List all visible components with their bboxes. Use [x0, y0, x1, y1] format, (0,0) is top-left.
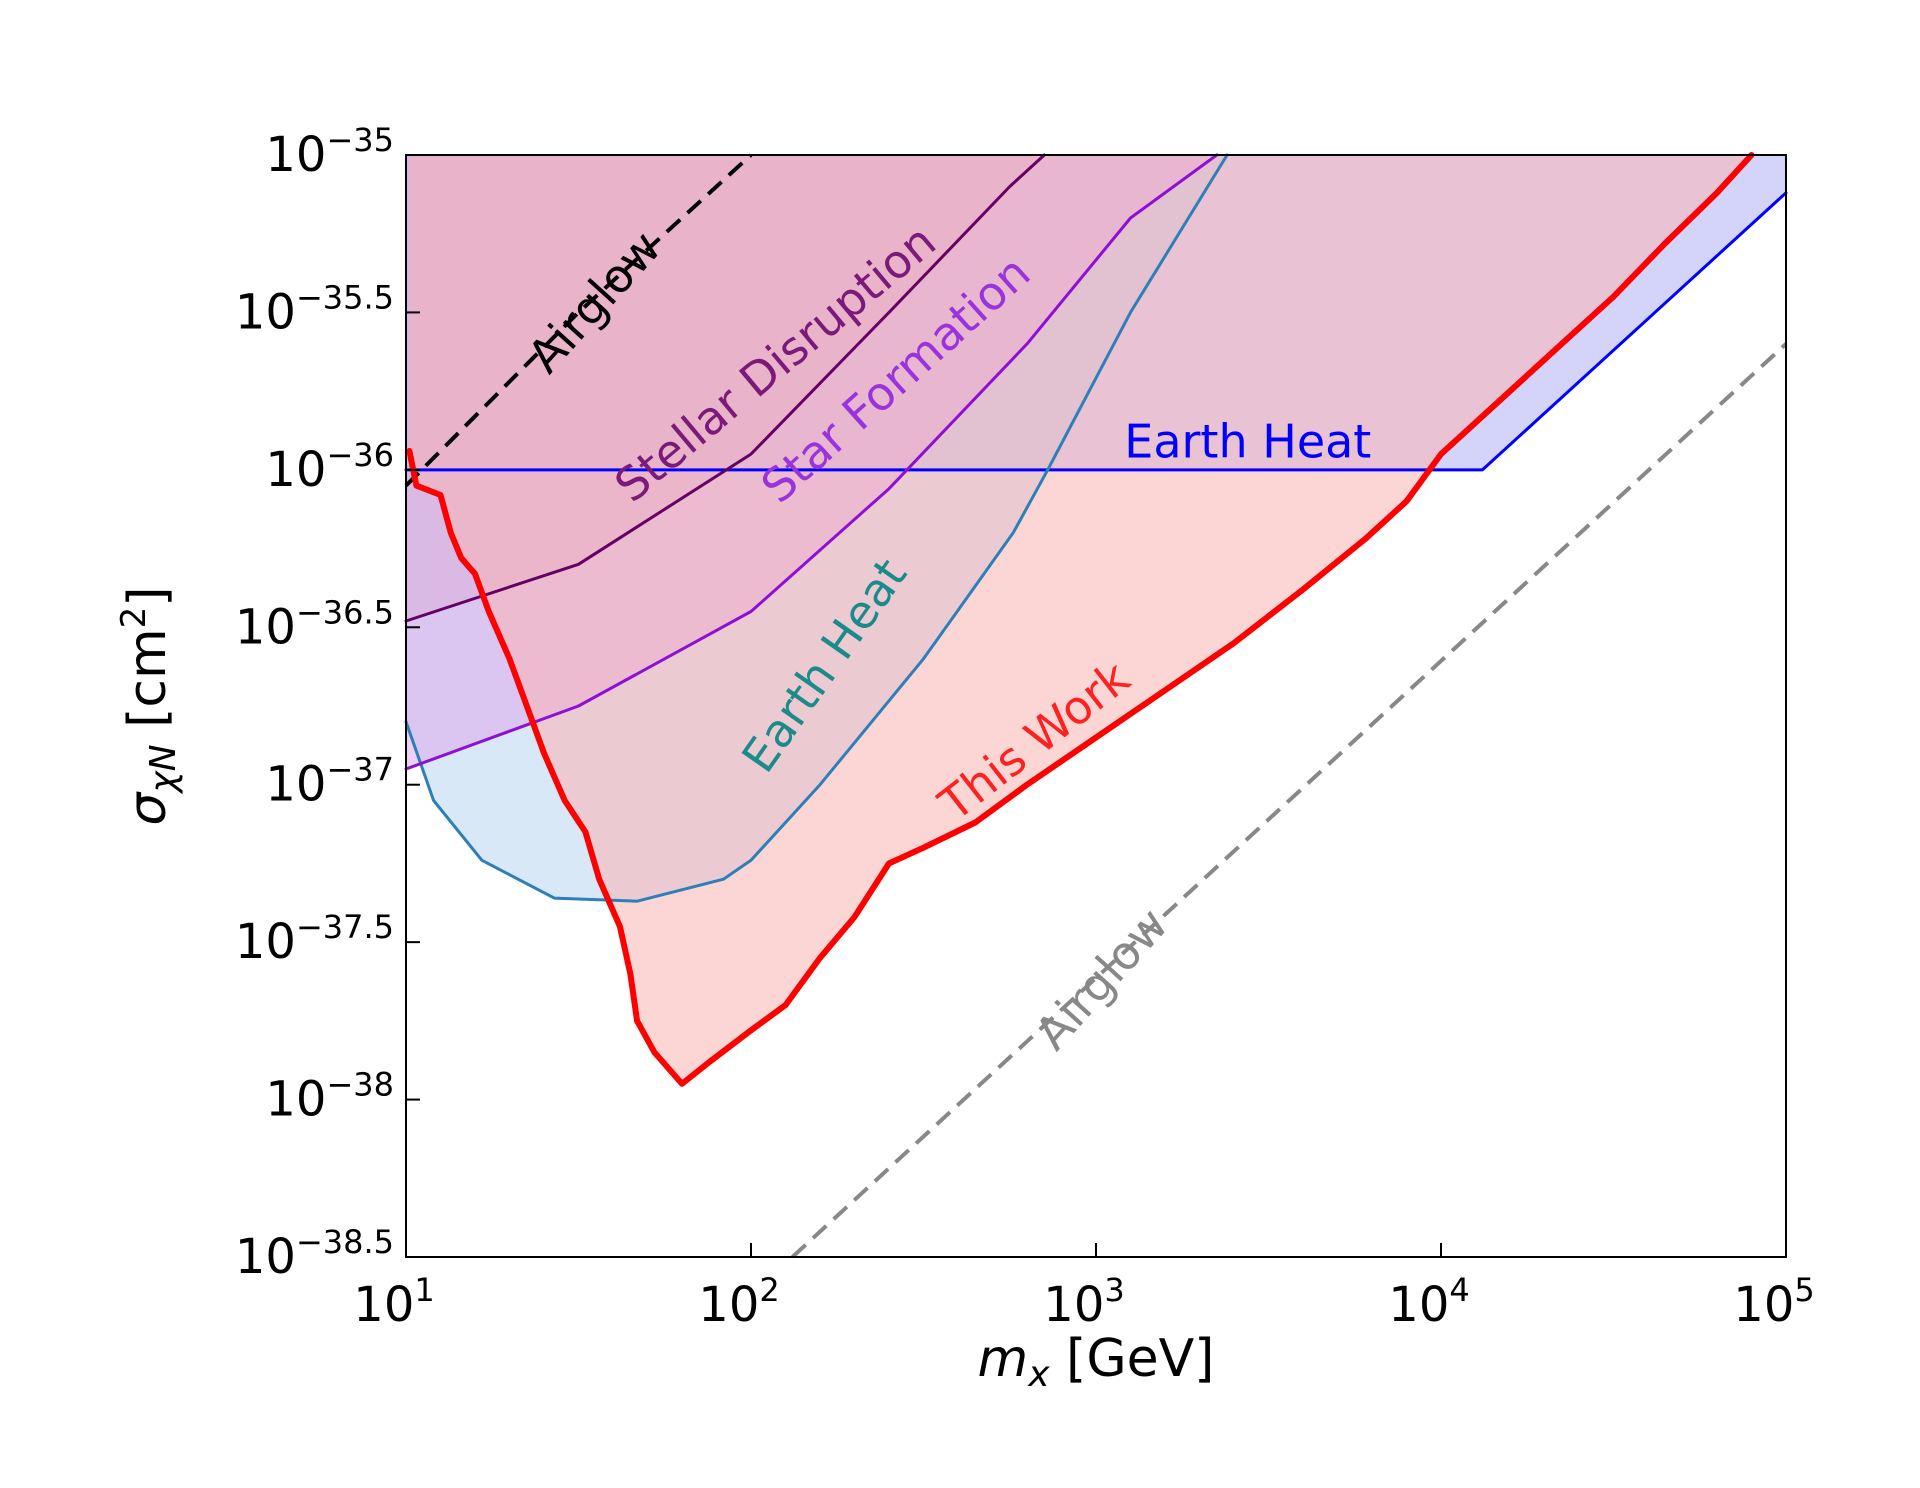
y-tick-base: 10	[265, 1072, 326, 1128]
y-axis-label: σχN [cm2]	[114, 586, 184, 825]
series-line-1	[404, 153, 1229, 903]
y-tick-exp: −36.5	[296, 593, 394, 631]
series-line-0	[404, 191, 1788, 472]
y-tick-label: 10−35	[265, 121, 394, 183]
y-tick-label: 10−38	[265, 1066, 394, 1128]
x-tick-label: 103	[1043, 1271, 1124, 1333]
x-tick-label: 101	[353, 1271, 434, 1333]
y-tick-label: 10−36	[265, 436, 394, 498]
x-tick-exp: 1	[414, 1271, 434, 1309]
x-axis-label: mx [GeV]	[978, 1329, 1215, 1395]
series-line-2	[404, 153, 1219, 771]
y-tick-base: 10	[235, 1229, 296, 1285]
series-line-6	[791, 342, 1788, 1259]
y-tick-exp: −36	[326, 436, 394, 474]
x-tick-base: 10	[1388, 1277, 1449, 1333]
y-axis-label-sup: 2	[114, 607, 154, 629]
x-tick-exp: 2	[759, 1271, 779, 1309]
y-axis-label-close: ]	[118, 586, 178, 606]
y-tick-base: 10	[265, 127, 326, 183]
y-tick-exp: −37	[326, 751, 394, 789]
x-tick-base: 10	[1043, 1277, 1104, 1333]
y-tick-label: 10−37	[265, 751, 394, 813]
y-tick-base: 10	[265, 757, 326, 813]
y-tick-exp: −38	[326, 1066, 394, 1104]
y-axis-label-main: σ	[118, 791, 178, 826]
y-tick-base: 10	[235, 284, 296, 340]
x-tick-label: 104	[1388, 1271, 1469, 1333]
region-fills	[406, 155, 1786, 1084]
y-tick-label: 10−38.5	[235, 1223, 394, 1285]
x-tick-base: 10	[353, 1277, 414, 1333]
y-axis-label-unit: [cm	[118, 628, 178, 744]
y-tick-label: 10−35.5	[235, 278, 394, 340]
annotation-label-6: Airglow	[1024, 897, 1178, 1060]
series-fill-5	[409, 155, 1752, 1084]
y-tick-base: 10	[235, 599, 296, 655]
x-axis-label-unit: [GeV]	[1050, 1329, 1215, 1389]
y-tick-exp: −37.5	[296, 908, 394, 946]
x-tick-exp: 3	[1104, 1271, 1124, 1309]
series-line-4	[404, 153, 753, 488]
x-tick-base: 10	[698, 1277, 759, 1333]
x-axis-ticks: 101 102 103 104 105	[353, 1243, 1815, 1333]
x-axis-label-main: m	[978, 1329, 1029, 1389]
series-lines	[404, 152, 1788, 1259]
annotation-label-3: Earth Heat	[1124, 414, 1371, 468]
x-tick-exp: 4	[1449, 1271, 1469, 1309]
x-tick-base: 10	[1733, 1277, 1794, 1333]
x-tick-label: 102	[698, 1271, 779, 1333]
y-tick-label: 10−36.5	[235, 593, 394, 655]
series-line-5	[406, 152, 1755, 1087]
y-tick-base: 10	[235, 914, 296, 970]
y-axis-ticks: 10−3510−35.510−3610−36.510−3710−37.510−3…	[235, 121, 420, 1285]
y-axis-label-sub: χN	[143, 744, 184, 794]
y-tick-exp: −38.5	[296, 1223, 394, 1261]
x-axis-label-sub: x	[1027, 1354, 1050, 1395]
x-tick-exp: 5	[1794, 1271, 1814, 1309]
y-tick-exp: −35	[326, 121, 394, 159]
series-line-3	[404, 153, 1046, 623]
x-tick-label: 105	[1733, 1271, 1814, 1333]
y-tick-label: 10−37.5	[235, 908, 394, 970]
y-tick-base: 10	[265, 442, 326, 498]
y-tick-exp: −35.5	[296, 278, 394, 316]
